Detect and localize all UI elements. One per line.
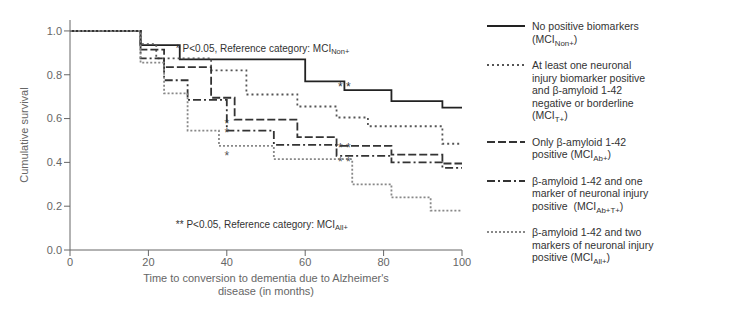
html-text:No positive biomarkers: No positive biomarkers xyxy=(532,20,639,32)
html-text:positive (MCIAb+T+): positive (MCIAb+T+) xyxy=(532,199,624,215)
svg-text:0.6: 0.6 xyxy=(47,112,62,124)
svg-text:0.8: 0.8 xyxy=(47,69,62,81)
html-text:(MCINon+): (MCINon+) xyxy=(532,32,578,48)
html-text:markers of neuronal injury: markers of neuronal injury xyxy=(532,238,654,251)
html-text:and β-amyloid 1-42: and β-amyloid 1-42 xyxy=(532,84,623,97)
html-text:β-amyloid 1-42 and two: β-amyloid 1-42 and two xyxy=(532,226,642,239)
svg-text:40: 40 xyxy=(221,256,233,268)
svg-text:1.0: 1.0 xyxy=(47,25,62,37)
html-text:β-amyloid 1-42 and one: β-amyloid 1-42 and one xyxy=(532,174,643,187)
svg-text:20: 20 xyxy=(142,256,154,268)
svg-text:* *: * * xyxy=(338,141,351,155)
svg-text:Time to conversion to dementia: Time to conversion to dementia due to Al… xyxy=(143,272,389,297)
svg-text:* P<0.05, Reference category:: * P<0.05, Reference category: MCINon+ xyxy=(176,43,350,56)
html-text:negative or borderline: negative or borderline xyxy=(532,96,634,109)
svg-text:60: 60 xyxy=(299,256,311,268)
html-text:positive (MCIAb+): positive (MCIAb+) xyxy=(532,148,611,164)
html-text:At least one neuronal: At least one neuronal xyxy=(532,59,632,72)
svg-text:80: 80 xyxy=(377,256,389,268)
svg-text:0.0: 0.0 xyxy=(47,244,62,256)
html-text:Only β-amyloid 1-42: Only β-amyloid 1-42 xyxy=(532,135,627,148)
html-text:(MCIT+): (MCIT+) xyxy=(532,109,568,125)
svg-text:** P<0.05, Reference category:: ** P<0.05, Reference category: MCIAll+ xyxy=(176,218,349,231)
svg-text:* *: * * xyxy=(338,80,351,94)
svg-text:* *: * * xyxy=(338,155,351,169)
svg-text:Cumulative survival: Cumulative survival xyxy=(18,87,30,182)
svg-text:*: * xyxy=(224,149,229,163)
svg-text:0.2: 0.2 xyxy=(47,200,62,212)
svg-text:0.4: 0.4 xyxy=(47,156,62,168)
html-text:injury biomarker positive: injury biomarker positive xyxy=(532,71,646,84)
svg-text:*: * xyxy=(224,126,229,140)
svg-text:100: 100 xyxy=(453,256,471,268)
svg-text:0: 0 xyxy=(67,256,73,268)
html-text:marker of neuronal injury: marker of neuronal injury xyxy=(532,187,649,200)
html-text:positive (MCIAll+): positive (MCIAll+) xyxy=(532,251,611,267)
